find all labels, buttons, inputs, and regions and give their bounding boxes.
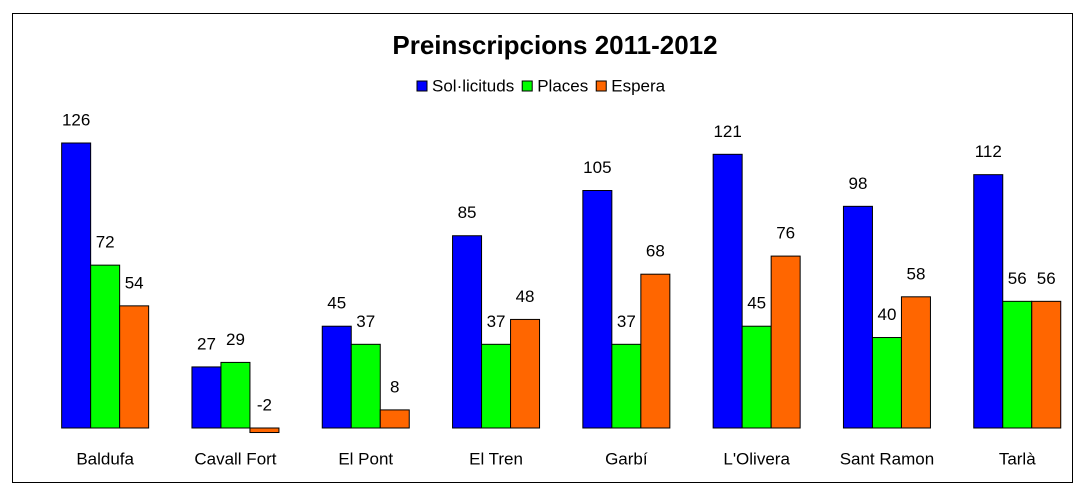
bar (249, 427, 280, 434)
x-tick-label: Cavall Fort (194, 449, 276, 468)
value-label: 45 (327, 294, 346, 313)
value-label: 29 (226, 330, 245, 349)
value-label: 58 (906, 264, 925, 283)
value-label: 121 (713, 122, 741, 141)
x-tick-label: L'Olivera (723, 449, 790, 468)
bar (770, 255, 801, 429)
bar (640, 273, 671, 429)
legend-label: Espera (611, 76, 665, 95)
value-label: 105 (583, 158, 611, 177)
value-label: 98 (848, 174, 867, 193)
bar (321, 325, 352, 429)
x-tick-label: Sant Ramon (840, 449, 935, 468)
value-label: 126 (62, 110, 90, 129)
legend-swatch (416, 80, 428, 92)
value-label: 37 (487, 312, 506, 331)
value-label: 56 (1037, 269, 1056, 288)
value-label: 8 (390, 377, 399, 396)
bar (510, 318, 541, 429)
chart-title: Preinscripcions 2011-2012 (392, 30, 717, 60)
value-label: 112 (975, 142, 1002, 161)
legend-label: Places (537, 76, 588, 95)
bar (900, 296, 931, 429)
bar (871, 337, 902, 429)
value-label: 56 (1008, 269, 1027, 288)
bar (220, 361, 251, 429)
legend-swatch (595, 80, 607, 92)
bar (191, 366, 222, 429)
x-tick-label: Tarlà (999, 449, 1036, 468)
bar (611, 343, 642, 429)
bar (582, 190, 613, 429)
bar (61, 142, 92, 429)
bar (379, 409, 410, 429)
bar (712, 153, 743, 429)
bar (1002, 300, 1033, 429)
value-label: 40 (877, 305, 896, 324)
bar (119, 305, 150, 429)
legend-swatch (521, 80, 533, 92)
x-tick-label: Baldufa (76, 449, 134, 468)
x-tick-label: El Tren (469, 449, 523, 468)
bar (741, 325, 772, 429)
value-label: 85 (458, 203, 477, 222)
value-label: 72 (96, 233, 115, 252)
value-label: 45 (747, 294, 766, 313)
x-tick-label: El Pont (338, 449, 393, 468)
value-label: 48 (516, 287, 535, 306)
value-label: 76 (776, 224, 795, 243)
x-tick-label: Garbí (605, 449, 648, 468)
bar (90, 264, 121, 429)
bar (842, 205, 873, 429)
value-label: 54 (125, 273, 144, 292)
bar (350, 343, 381, 429)
value-label: 37 (356, 312, 375, 331)
value-label: 68 (646, 242, 665, 261)
bar (1031, 300, 1062, 429)
value-label: -2 (257, 395, 272, 414)
value-label: 27 (197, 334, 216, 353)
legend-label: Sol·licituds (432, 76, 514, 95)
value-label: 37 (617, 312, 636, 331)
bar (481, 343, 512, 429)
bar (452, 235, 483, 429)
bar (973, 174, 1004, 429)
